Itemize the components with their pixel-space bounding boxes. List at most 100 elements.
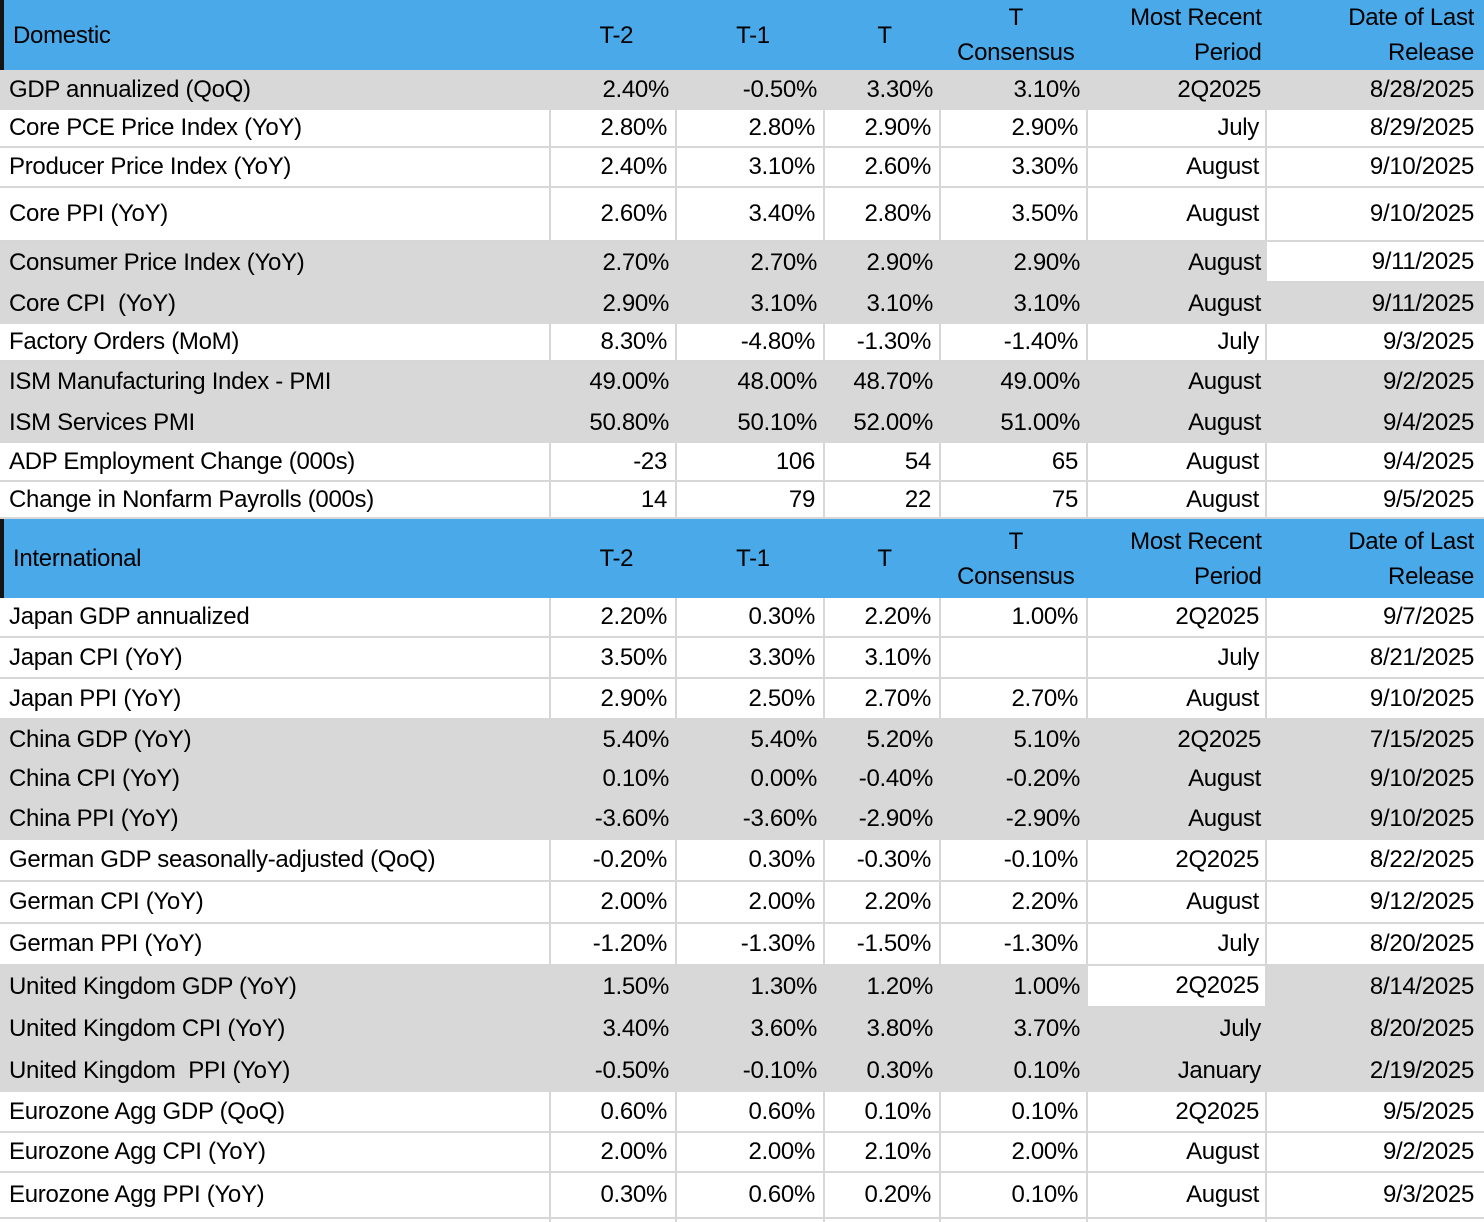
cell-t1: 79 bbox=[677, 482, 825, 519]
col-header-most-recent-period: Most Recent Period bbox=[1130, 527, 1262, 590]
cell-date-of-last-release: 9/10/2025 bbox=[1267, 188, 1484, 242]
cell-t: 3.10% bbox=[825, 283, 941, 324]
col-header-t1: T-1 bbox=[736, 545, 770, 572]
cell-t-consensus bbox=[941, 1219, 1088, 1222]
cell-most-recent-period: 2Q2025 bbox=[1088, 1092, 1267, 1133]
cell-t1: 1.30% bbox=[677, 966, 825, 1008]
cell-t1: 0.30% bbox=[677, 840, 825, 882]
row-label: Core CPI (YoY) bbox=[0, 283, 551, 324]
cell-t-consensus: -1.30% bbox=[941, 924, 1088, 966]
cell-t: 2.90% bbox=[825, 110, 941, 148]
cell-t-consensus: -2.90% bbox=[941, 798, 1088, 840]
cell-most-recent-period: 2Q2025 bbox=[1088, 598, 1267, 638]
cell-t: 2.10% bbox=[825, 1133, 941, 1173]
cell-t: 0.10% bbox=[825, 1092, 941, 1133]
cell-t2: -23 bbox=[551, 443, 677, 482]
cell-t-consensus: 2.90% bbox=[941, 110, 1088, 148]
table-row: China GDP (YoY) 5.40% 5.40% 5.20% 5.10% 2Q202… bbox=[0, 720, 1484, 759]
table-row: Japan PPI (YoY) 2.90% 2.50% 2.70% 2.70% Augus… bbox=[0, 679, 1484, 720]
cell-date-of-last-release: 9/2/2025 bbox=[1267, 362, 1484, 402]
cell-t1: 2.50% bbox=[677, 679, 825, 720]
row-label: Japan PPI (YoY) bbox=[0, 679, 551, 720]
cell-t: -0.40% bbox=[825, 759, 941, 798]
cell-t2: 2.80% bbox=[551, 110, 677, 148]
cell-most-recent-period: August bbox=[1088, 798, 1267, 840]
cell-t-consensus: -0.20% bbox=[941, 759, 1088, 798]
table-row: Change in Nonfarm Payrolls (000s) 14 79 22 7… bbox=[0, 482, 1484, 519]
cell-date-of-last-release: 8/22/2025 bbox=[1267, 840, 1484, 882]
cell-date-of-last-release: 8/28/2025 bbox=[1267, 70, 1484, 110]
col-header-date-of-last-release: Date of Last Release bbox=[1348, 4, 1475, 66]
cell-t-consensus: -0.10% bbox=[941, 840, 1088, 882]
row-label: Eurozone Agg CPI (YoY) bbox=[0, 1133, 551, 1173]
cell-most-recent-period: August bbox=[1088, 362, 1267, 402]
cell-t1: 2.80% bbox=[677, 110, 825, 148]
cell-most-recent-period: August bbox=[1088, 882, 1267, 924]
cell-date-of-last-release: 9/4/2025 bbox=[1267, 443, 1484, 482]
cell-t: 0.20% bbox=[825, 1173, 941, 1219]
cell-t: 3.80% bbox=[825, 1008, 941, 1050]
cell-t1: 3.60% bbox=[677, 1008, 825, 1050]
cell-most-recent-period: 2Q2025 bbox=[1088, 70, 1267, 110]
table-row: German PPI (YoY) -1.20% -1.30% -1.50% -1.30%… bbox=[0, 924, 1484, 966]
cell-t1: -3.60% bbox=[677, 798, 825, 840]
cell-most-recent-period: 2Q2025 bbox=[1088, 720, 1267, 759]
cell-t: 2.60% bbox=[825, 148, 941, 188]
cell-date-of-last-release: 2/19/2025 bbox=[1267, 1050, 1484, 1092]
table-row: German CPI (YoY) 2.00% 2.00% 2.20% 2.20% Augu… bbox=[0, 882, 1484, 924]
cell-t2: -1.20% bbox=[551, 924, 677, 966]
cell-t-consensus: 5.10% bbox=[941, 720, 1088, 759]
cell-t1: 0.30% bbox=[677, 598, 825, 638]
cell-t2 bbox=[551, 1219, 677, 1222]
cell-t-consensus: 51.00% bbox=[941, 402, 1088, 443]
cell-t1: 2.00% bbox=[677, 1133, 825, 1173]
cell-t2: 8.30% bbox=[551, 324, 677, 362]
cell-most-recent-period: August bbox=[1088, 283, 1267, 324]
row-label: Japan GDP annualized bbox=[0, 598, 551, 638]
cell-date-of-last-release: 8/20/2025 bbox=[1267, 924, 1484, 966]
partial-row bbox=[0, 1219, 1484, 1222]
cell-date-of-last-release: 9/11/2025 bbox=[1267, 283, 1484, 324]
cell-most-recent-period: July bbox=[1088, 638, 1267, 679]
cell-t-consensus: 0.10% bbox=[941, 1092, 1088, 1133]
row-label: United Kingdom CPI (YoY) bbox=[0, 1008, 551, 1050]
cell-most-recent-period: August bbox=[1088, 443, 1267, 482]
row-label: Factory Orders (MoM) bbox=[0, 324, 551, 362]
cell-t2: -3.60% bbox=[551, 798, 677, 840]
table-row: Eurozone Agg CPI (YoY) 2.00% 2.00% 2.10% 2.0… bbox=[0, 1133, 1484, 1173]
cell-most-recent-period: July bbox=[1088, 924, 1267, 966]
cell-t1: -1.30% bbox=[677, 924, 825, 966]
cell-t1: 3.30% bbox=[677, 638, 825, 679]
cell-t: 5.20% bbox=[825, 720, 941, 759]
cell-t-consensus: 1.00% bbox=[941, 598, 1088, 638]
row-label: German CPI (YoY) bbox=[0, 882, 551, 924]
cell-t1: 0.00% bbox=[677, 759, 825, 798]
cell-most-recent-period: August bbox=[1088, 1173, 1267, 1219]
table-row: ADP Employment Change (000s) -23 106 54 65 Au… bbox=[0, 443, 1484, 482]
cell-t-consensus: 3.70% bbox=[941, 1008, 1088, 1050]
cell-t-consensus bbox=[941, 638, 1088, 679]
cell-t1: 0.60% bbox=[677, 1092, 825, 1133]
row-label: China CPI (YoY) bbox=[0, 759, 551, 798]
row-label bbox=[0, 1219, 551, 1222]
cell-date-of-last-release: 9/3/2025 bbox=[1267, 1173, 1484, 1219]
cell-date-of-last-release: 9/2/2025 bbox=[1267, 1133, 1484, 1173]
table-row: China PPI (YoY) -3.60% -3.60% -2.90% -2.90% A… bbox=[0, 798, 1484, 840]
cell-date-of-last-release: 9/12/2025 bbox=[1267, 882, 1484, 924]
col-header-date-of-last-release: Date of Last Release bbox=[1348, 527, 1475, 590]
cell-most-recent-period: July bbox=[1088, 324, 1267, 362]
cell-t2: 2.20% bbox=[551, 598, 677, 638]
section-header-row: International T-2 T-1 T T Consensus Most Rece… bbox=[0, 519, 1484, 598]
cell-date-of-last-release: 8/20/2025 bbox=[1267, 1008, 1484, 1050]
cell-t2: -0.20% bbox=[551, 840, 677, 882]
cell-t: 52.00% bbox=[825, 402, 941, 443]
table-row: ISM Manufacturing Index - PMI 49.00% 48.00… bbox=[0, 362, 1484, 402]
cell-t1: 2.00% bbox=[677, 882, 825, 924]
col-header-t-consensus: T Consensus bbox=[957, 4, 1075, 66]
table-row: Core PPI (YoY) 2.60% 3.40% 2.80% 3.50% August… bbox=[0, 188, 1484, 242]
section-title: International bbox=[13, 545, 142, 572]
table-row: United Kingdom PPI (YoY) -0.50% -0.10% 0.30… bbox=[0, 1050, 1484, 1092]
cell-most-recent-period: August bbox=[1088, 402, 1267, 443]
section-header-row: Domestic T-2 T-1 T T Consensus Most Recent Pe… bbox=[0, 0, 1484, 70]
row-label: GDP annualized (QoQ) bbox=[0, 70, 551, 110]
